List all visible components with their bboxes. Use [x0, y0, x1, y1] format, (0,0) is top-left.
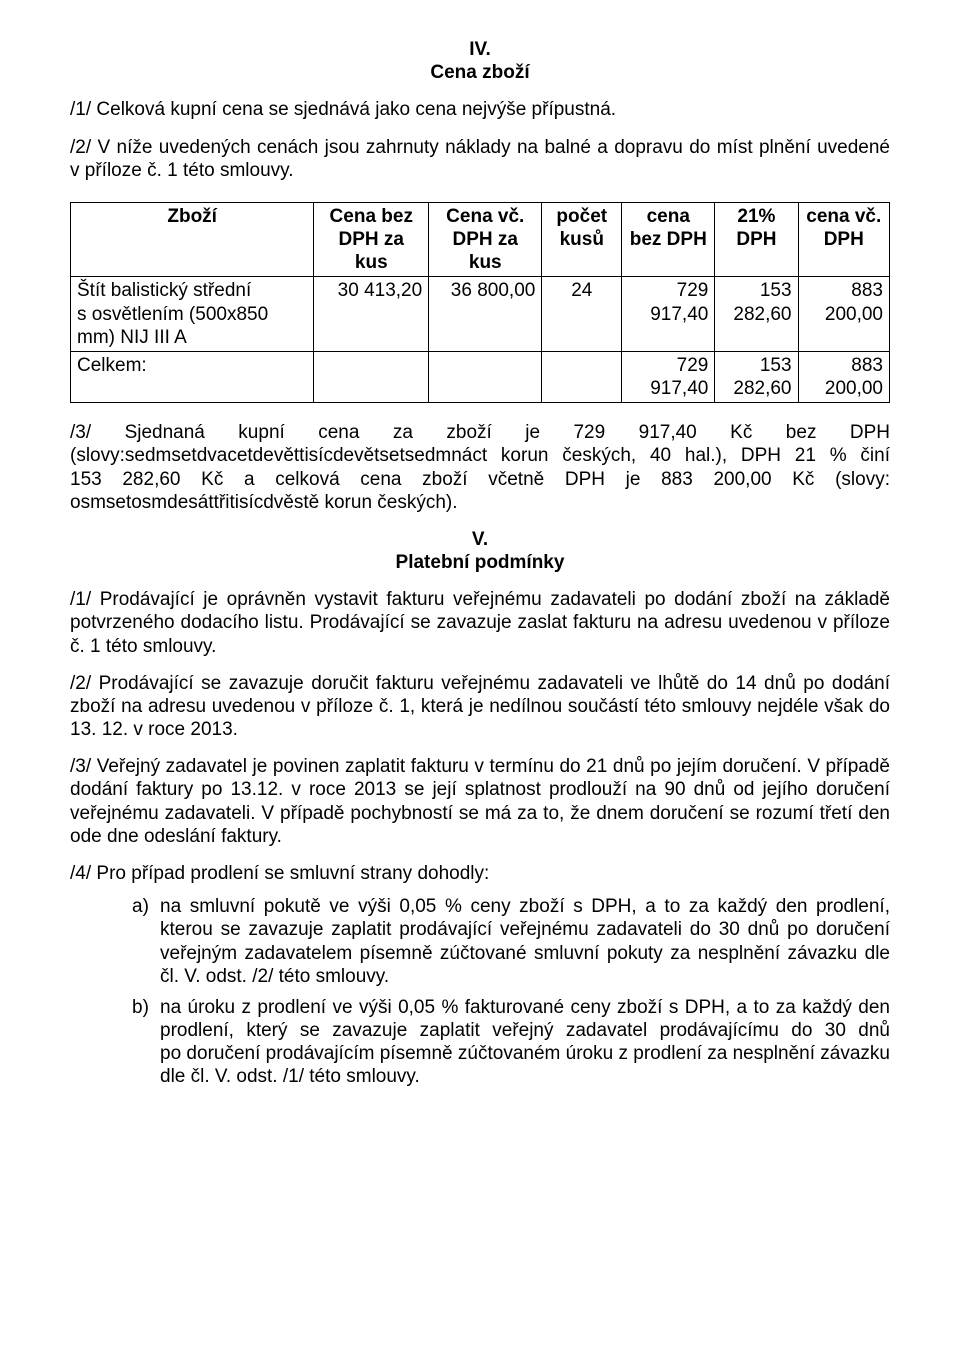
- document-page: IV. Cena zboží /1/ Celková kupní cena se…: [0, 0, 960, 1361]
- s5-paragraph-2: /2/ Prodávající se zavazuje doručit fakt…: [70, 672, 890, 742]
- col-cena-bez-dph: cena bez DPH: [622, 202, 715, 277]
- s4-paragraph-1: /1/ Celková kupní cena se sjednává jako …: [70, 98, 890, 121]
- cell-c4: 729 917,40: [622, 277, 715, 352]
- cell-total-c5: 153 282,60: [715, 351, 798, 402]
- list-text-b: na úroku z prodlení ve výši 0,05 % faktu…: [160, 996, 890, 1089]
- list-marker-a: a): [132, 895, 160, 988]
- cell-total-label: Celkem:: [71, 351, 314, 402]
- s5-paragraph-3: /3/ Veřejný zadavatel je povinen zaplati…: [70, 755, 890, 848]
- cell-c2: 36 800,00: [429, 277, 542, 352]
- cell-total-empty2: [429, 351, 542, 402]
- section-5-title: Platební podmínky: [70, 551, 890, 574]
- section-5-number: V.: [70, 528, 890, 551]
- col-cena-vc-dph-kus: Cena vč. DPH za kus: [429, 202, 542, 277]
- cell-c3: 24: [542, 277, 622, 352]
- table-header-row: Zboží Cena bez DPH za kus Cena vč. DPH z…: [71, 202, 890, 277]
- s5-list: a) na smluvní pokutě ve výši 0,05 % ceny…: [70, 895, 890, 1088]
- s5-paragraph-1: /1/ Prodávající je oprávněn vystavit fak…: [70, 588, 890, 658]
- cell-total-c6: 883 200,00: [798, 351, 889, 402]
- s4-paragraph-3: /3/ Sjednaná kupní cena za zboží je 729 …: [70, 421, 890, 514]
- cell-name: Štít balistický střední s osvětlením (50…: [71, 277, 314, 352]
- col-cena-bez-dph-kus: Cena bez DPH za kus: [314, 202, 429, 277]
- list-item-a: a) na smluvní pokutě ve výši 0,05 % ceny…: [132, 895, 890, 988]
- cell-total-empty1: [314, 351, 429, 402]
- cell-c1: 30 413,20: [314, 277, 429, 352]
- section-4-number: IV.: [70, 38, 890, 61]
- table-row-total: Celkem: 729 917,40 153 282,60 883 200,00: [71, 351, 890, 402]
- col-21-dph: 21% DPH: [715, 202, 798, 277]
- col-zbozi: Zboží: [71, 202, 314, 277]
- list-text-a: na smluvní pokutě ve výši 0,05 % ceny zb…: [160, 895, 890, 988]
- s4-paragraph-2: /2/ V níže uvedených cenách jsou zahrnut…: [70, 136, 890, 182]
- cell-total-empty3: [542, 351, 622, 402]
- col-cena-vc-dph: cena vč. DPH: [798, 202, 889, 277]
- section-4-title: Cena zboží: [70, 61, 890, 84]
- list-marker-b: b): [132, 996, 160, 1089]
- cell-c6: 883 200,00: [798, 277, 889, 352]
- s5-paragraph-4: /4/ Pro případ prodlení se smluvní stran…: [70, 862, 890, 885]
- table-row: Štít balistický střední s osvětlením (50…: [71, 277, 890, 352]
- list-item-b: b) na úroku z prodlení ve výši 0,05 % fa…: [132, 996, 890, 1089]
- cell-total-c4: 729 917,40: [622, 351, 715, 402]
- cell-c5: 153 282,60: [715, 277, 798, 352]
- col-pocet-kusu: počet kusů: [542, 202, 622, 277]
- goods-table: Zboží Cena bez DPH za kus Cena vč. DPH z…: [70, 202, 890, 403]
